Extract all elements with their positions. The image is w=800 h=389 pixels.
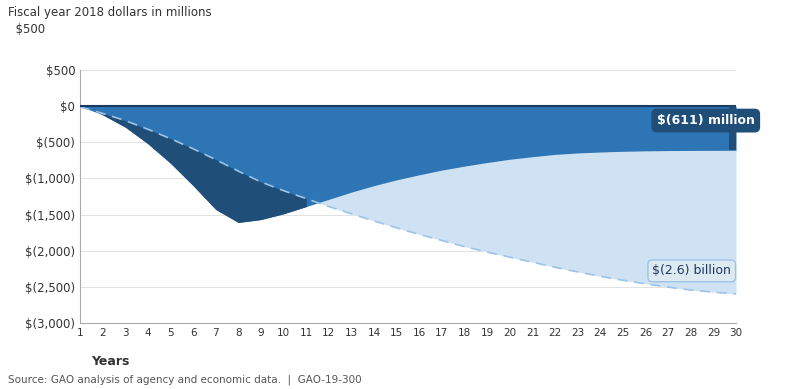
Text: Years: Years [91,356,130,368]
Text: Fiscal year 2018 dollars in millions: Fiscal year 2018 dollars in millions [8,6,212,19]
Text: $(611) million: $(611) million [657,114,754,148]
Text: Source: GAO analysis of agency and economic data.  |  GAO-19-300: Source: GAO analysis of agency and econo… [8,375,362,385]
Text: $500: $500 [8,23,45,36]
Text: $(2.6) billion: $(2.6) billion [652,265,734,293]
